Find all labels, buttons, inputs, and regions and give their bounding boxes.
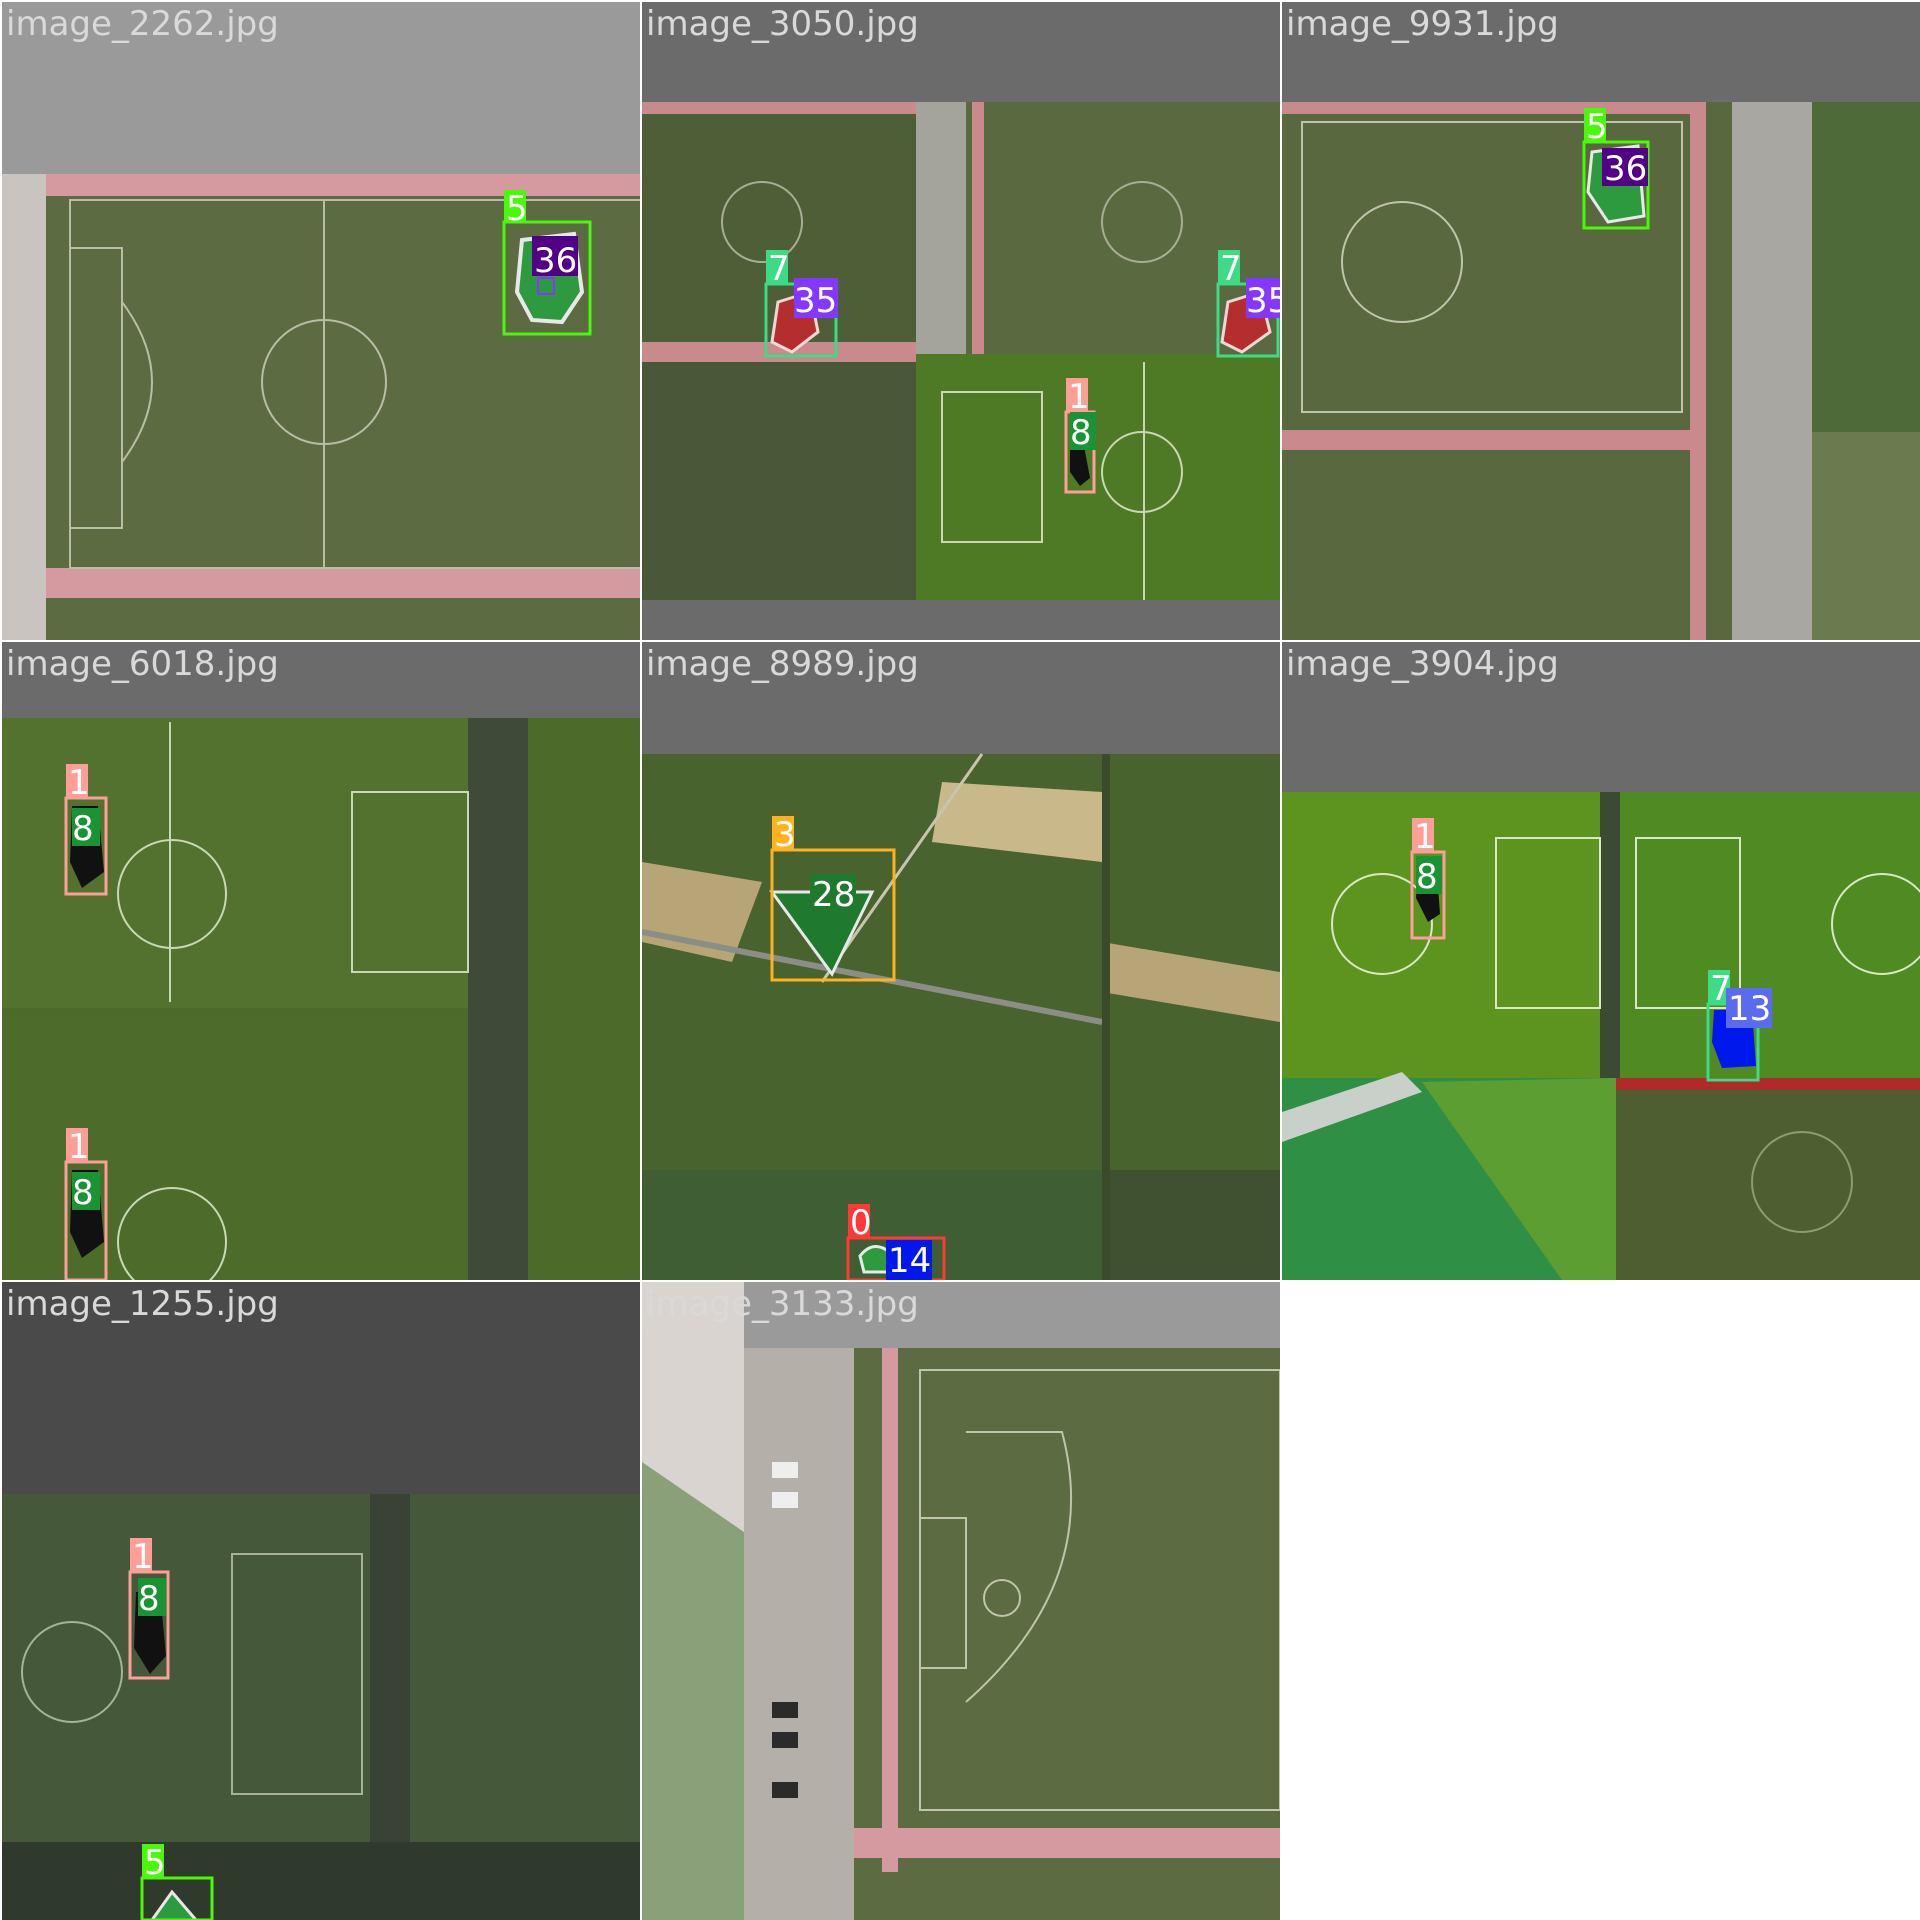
tile-filename: image_3904.jpg bbox=[1286, 644, 1559, 684]
field-image bbox=[642, 1282, 1280, 1920]
tile-filename: image_3050.jpg bbox=[646, 4, 919, 44]
mosaic-tile-1: 5 36 image_2262.jpg bbox=[2, 2, 640, 640]
label-5: 5 bbox=[1586, 107, 1608, 147]
detection-1: 1 8 bbox=[128, 1537, 170, 1680]
detection-1-top: 1 8 bbox=[64, 763, 108, 896]
label-7: 7 bbox=[1220, 249, 1242, 289]
label-35: 35 bbox=[794, 281, 837, 321]
detection-0: 0 14 bbox=[846, 1203, 946, 1280]
detection-5: 5 bbox=[140, 1843, 214, 1920]
label-35: 35 bbox=[1246, 281, 1280, 321]
detection-5: 5 36 bbox=[502, 189, 592, 336]
label-8: 8 bbox=[138, 1579, 160, 1619]
mosaic-tile-8: image_3133.jpg bbox=[642, 1282, 1280, 1920]
label-0: 0 bbox=[850, 1203, 872, 1243]
label-5: 5 bbox=[506, 189, 528, 229]
field-image: 7 35 7 35 1 8 bbox=[642, 2, 1280, 640]
label-36: 36 bbox=[534, 241, 577, 281]
mosaic-tile-5: 3 28 0 14 image_8989.jpg bbox=[642, 642, 1280, 1280]
label-36: 36 bbox=[1604, 149, 1647, 189]
label-13: 13 bbox=[1728, 989, 1771, 1029]
label-8: 8 bbox=[72, 1173, 94, 1213]
label-1: 1 bbox=[1068, 377, 1090, 417]
label-7: 7 bbox=[768, 249, 790, 289]
tile-filename: image_6018.jpg bbox=[6, 644, 279, 684]
label-8: 8 bbox=[1070, 413, 1092, 453]
mosaic-tile-6: 1 8 7 13 image_3904.jpg bbox=[1282, 642, 1920, 1280]
detection-7: 7 13 bbox=[1706, 969, 1772, 1082]
mosaic-tile-3: 5 36 image_9931.jpg bbox=[1282, 2, 1920, 640]
field-image: 5 36 bbox=[2, 2, 640, 640]
field-image: 1 8 5 bbox=[2, 1282, 640, 1920]
field-image: 3 28 0 14 bbox=[642, 642, 1280, 1280]
tile-filename: image_2262.jpg bbox=[6, 4, 279, 44]
mosaic-tile-2: 7 35 7 35 1 8 image_3050.jpg bbox=[642, 2, 1280, 640]
label-14: 14 bbox=[888, 1241, 931, 1280]
label-28: 28 bbox=[812, 875, 855, 915]
detection-7-left: 7 35 bbox=[764, 249, 838, 358]
label-8: 8 bbox=[1416, 857, 1438, 897]
detection-3: 3 28 bbox=[769, 815, 896, 982]
detection-1: 1 8 bbox=[1064, 377, 1096, 494]
detection-1: 1 8 bbox=[1410, 817, 1446, 940]
detection-5: 5 36 bbox=[1582, 107, 1650, 230]
label-1: 1 bbox=[1414, 817, 1436, 857]
tile-filename: image_9931.jpg bbox=[1286, 4, 1559, 44]
tile-filename: image_3133.jpg bbox=[646, 1284, 919, 1324]
label-1: 1 bbox=[68, 763, 90, 803]
field-image: 1 8 1 8 bbox=[2, 642, 640, 1280]
label-5: 5 bbox=[144, 1843, 166, 1883]
tile-filename: image_8989.jpg bbox=[646, 644, 919, 684]
label-1: 1 bbox=[132, 1537, 154, 1577]
tile-filename: image_1255.jpg bbox=[6, 1284, 279, 1324]
field-image: 1 8 7 13 bbox=[1282, 642, 1920, 1280]
mosaic-tile-4: 1 8 1 8 image_6018.jpg bbox=[2, 642, 640, 1280]
label-8: 8 bbox=[72, 809, 94, 849]
field-image: 5 36 bbox=[1282, 2, 1920, 640]
label-3: 3 bbox=[774, 815, 796, 855]
mosaic-tile-7: 1 8 5 image_1255.jpg bbox=[2, 1282, 640, 1920]
detection-7-right: 7 35 bbox=[1216, 249, 1280, 358]
label-1: 1 bbox=[68, 1127, 90, 1167]
detection-1-bottom: 1 8 bbox=[64, 1127, 108, 1280]
